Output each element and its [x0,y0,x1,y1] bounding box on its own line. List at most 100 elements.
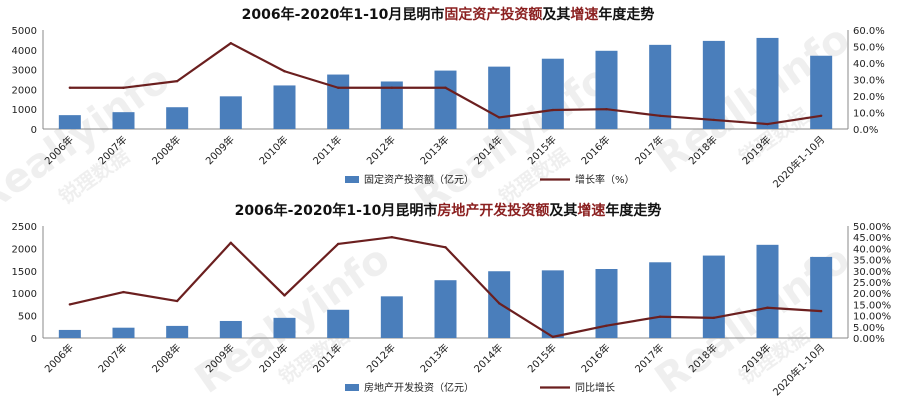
line-point [766,306,769,309]
bar [166,107,189,129]
line-point [551,108,555,112]
bar [380,296,403,338]
y-right-tick-label: 20.0% [853,92,885,103]
bar [595,50,618,129]
legend-line-label: 同比增长 [575,381,615,394]
y-left-tick-label: 1000 [12,289,37,300]
bar [219,320,242,338]
line-point [658,315,662,318]
chart-title: 2006年-2020年1-10月昆明市固定资产投资额及其增速年度走势 [242,6,655,23]
line-point [444,246,447,249]
y-right-tick-label: 50.0% [853,43,885,54]
line-point [605,108,608,111]
y-right-tick-label: 50.00% [853,222,891,233]
line-point [336,86,340,89]
y-right-tick-label: 0.00% [853,334,885,345]
y-left-tick-label: 500 [18,312,37,323]
bar [273,85,296,129]
y-right-tick-label: 10.00% [853,312,891,323]
y-right-tick-label: 10.0% [853,109,885,120]
line-point [229,42,233,45]
bar [380,81,403,129]
bar [58,329,81,338]
y-left-tick-label: 1500 [12,267,37,278]
legend-bar-label: 固定资产投资额（亿元） [364,173,474,186]
line-point [175,299,179,303]
line-point [497,116,501,119]
line-point [605,324,608,327]
bar [810,256,833,338]
chart-title-part: 增速 [570,6,598,23]
y-left-tick-label: 1000 [12,105,37,116]
bar [273,317,296,338]
line-point [175,79,179,83]
legend-bar-swatch [345,384,359,391]
bar [702,40,725,129]
x-tick-label: 2010年 [256,133,290,167]
y-left-tick-label: 2000 [12,244,37,255]
x-tick-label: 2007年 [95,341,129,375]
y-right-tick-label: 40.00% [853,244,891,255]
bar [649,44,672,129]
y-right-tick-label: 60.0% [853,26,885,37]
y-right-tick-label: 45.00% [853,233,891,244]
y-right-tick-label: 40.0% [853,59,885,70]
line-point [497,302,501,305]
line-point [68,86,72,89]
y-left-tick-label: 2000 [12,85,37,96]
bar [58,115,81,129]
y-left-tick-label: 2500 [12,222,37,233]
y-left-tick-label: 0 [31,334,37,345]
bar [541,270,564,338]
bar [649,262,672,338]
line-point [444,86,447,89]
bar [488,66,511,129]
line-point [68,303,72,306]
y-right-tick-label: 35.00% [853,256,891,267]
legend-bar-label: 房地产开发投资（亿元） [364,381,474,394]
chart-title-part: 及其 [549,203,577,219]
bar [488,271,511,338]
line-point [229,241,233,244]
bar [166,325,189,338]
bar [756,37,779,129]
x-tick-label: 2014年 [471,341,505,375]
line-point [766,122,769,126]
x-tick-label: 2013年 [417,341,451,375]
bar [112,112,135,129]
x-tick-label: 2015年 [525,341,559,375]
legend-line-label: 增长率（%） [575,173,635,186]
legend-bar-swatch [345,176,359,183]
line-point [819,309,823,313]
y-right-tick-label: 5.00% [853,323,885,334]
y-left-tick-label: 3000 [12,66,37,77]
line-point [390,236,394,239]
bar [810,55,833,129]
y-right-tick-label: 30.0% [853,76,885,87]
line-point [283,70,286,73]
x-tick-label: 2012年 [364,341,398,375]
chart-title-part: 2006年-2020年1-10月昆明市 [235,202,438,219]
y-right-tick-label: 20.00% [853,289,891,300]
line-point [122,86,125,89]
chart-title-part: 年度走势 [605,202,661,219]
line-point [283,294,286,297]
x-tick-label: 2008年 [149,341,183,375]
x-tick-label: 2011年 [310,133,344,167]
chart-title-part: 及其 [542,7,570,23]
bar [756,244,779,338]
x-tick-label: 2009年 [203,133,237,167]
bar [112,327,135,338]
bar [434,70,457,129]
bar [327,309,350,338]
watermark-text: Reallyinfo [0,56,178,223]
chart-title: 2006年-2020年1-10月昆明市房地产开发投资额及其增速年度走势 [235,202,662,219]
chart-title-part: 增速 [577,202,605,219]
bar [595,269,618,338]
y-right-tick-label: 30.00% [853,267,891,278]
line-point [819,114,823,118]
y-right-tick-label: 15.00% [853,300,891,311]
x-tick-label: 2006年 [42,341,76,375]
line-point [122,290,125,294]
